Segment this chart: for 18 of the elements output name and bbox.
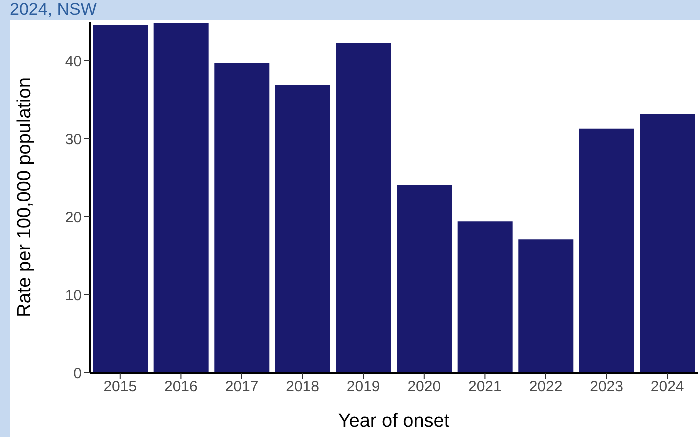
x-tick-label: 2019 — [346, 378, 380, 396]
y-axis-title: Rate per 100,000 population — [14, 78, 36, 318]
y-tick-label: 0 — [74, 365, 82, 382]
y-tick-label: 10 — [65, 287, 82, 304]
x-tick-label: 2023 — [590, 378, 624, 396]
x-tick-label: 2018 — [286, 378, 320, 396]
x-tick-label: 2015 — [104, 378, 138, 396]
x-tick-label: 2021 — [468, 378, 502, 396]
chart-title: 2024, NSW — [10, 0, 97, 20]
x-axis-title: Year of onset — [338, 411, 450, 432]
y-tick-label: 40 — [65, 53, 82, 70]
y-tick-label: 30 — [65, 131, 82, 148]
x-tick-label: 2022 — [529, 378, 563, 396]
x-tick-label: 2017 — [225, 378, 259, 396]
x-tick-label: 2024 — [650, 378, 684, 396]
x-tick-label: 2020 — [408, 378, 442, 396]
y-tick-label: 20 — [65, 209, 82, 226]
x-tick-label: 2016 — [164, 378, 198, 396]
